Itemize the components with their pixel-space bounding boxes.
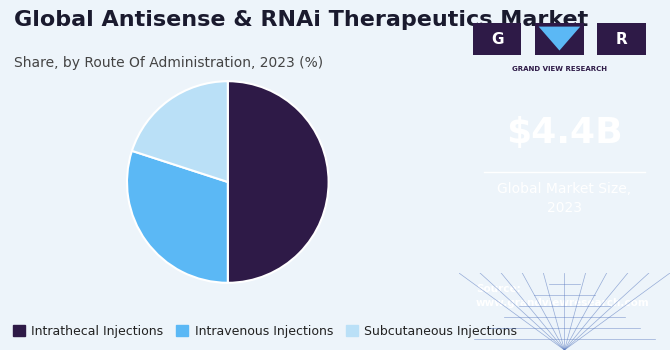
Text: R: R	[616, 32, 628, 47]
Text: Source:
www.grandviewresearch.com: Source: www.grandviewresearch.com	[476, 284, 650, 308]
Polygon shape	[539, 27, 580, 50]
Legend: Intrathecal Injections, Intravenous Injections, Subcutaneous Injections: Intrathecal Injections, Intravenous Inje…	[6, 318, 523, 344]
Text: $4.4B: $4.4B	[506, 116, 623, 150]
Text: G: G	[491, 32, 503, 47]
Text: Global Market Size,
2023: Global Market Size, 2023	[497, 182, 632, 216]
Text: Share, by Route Of Administration, 2023 (%): Share, by Route Of Administration, 2023 …	[14, 56, 323, 70]
Text: Global Antisense & RNAi Therapeutics Market: Global Antisense & RNAi Therapeutics Mar…	[14, 10, 588, 30]
Bar	[535, 23, 584, 55]
Wedge shape	[127, 151, 228, 283]
Text: GRAND VIEW RESEARCH: GRAND VIEW RESEARCH	[512, 66, 607, 72]
Wedge shape	[132, 81, 228, 182]
Wedge shape	[228, 81, 328, 283]
Bar	[598, 23, 647, 55]
Bar	[472, 23, 521, 55]
